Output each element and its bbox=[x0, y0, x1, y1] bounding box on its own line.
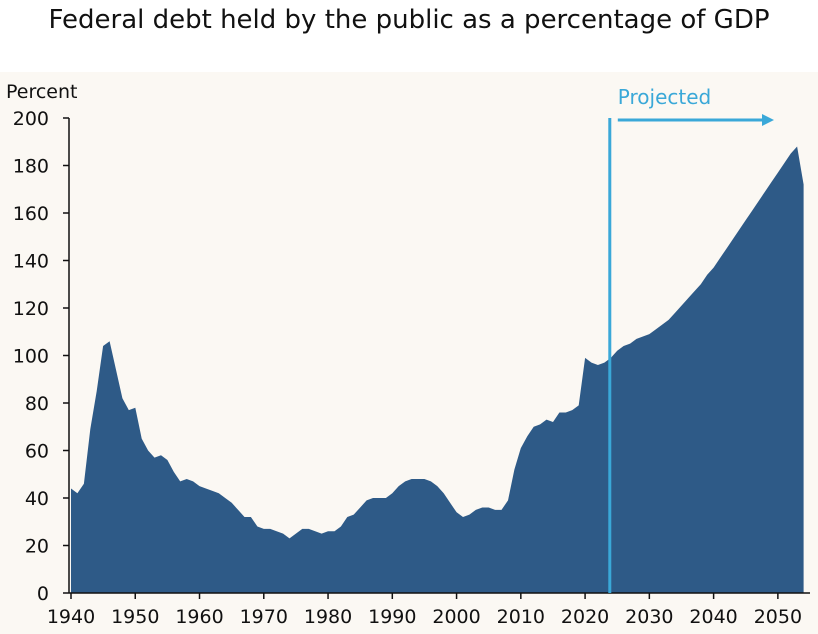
x-tick-label: 2000 bbox=[432, 606, 480, 628]
y-tick-label: 120 bbox=[13, 298, 49, 320]
x-tick-label: 1960 bbox=[175, 606, 223, 628]
y-tick-label: 140 bbox=[13, 251, 49, 273]
x-tick-label: 1950 bbox=[111, 606, 159, 628]
debt-area bbox=[71, 146, 804, 593]
x-tick-label: 1990 bbox=[368, 606, 416, 628]
x-tick-label: 2050 bbox=[754, 606, 802, 628]
x-tick-label: 1970 bbox=[240, 606, 288, 628]
y-tick-label: 100 bbox=[13, 346, 49, 368]
y-tick-label: 160 bbox=[13, 203, 49, 225]
y-axis-label: Percent bbox=[6, 81, 78, 103]
y-tick-label: 20 bbox=[25, 536, 49, 558]
x-tick-label: 1940 bbox=[47, 606, 95, 628]
x-tick-label: 2010 bbox=[497, 606, 545, 628]
x-tick-label: 2020 bbox=[561, 606, 609, 628]
y-tick-label: 180 bbox=[13, 156, 49, 178]
x-tick-label: 1980 bbox=[304, 606, 352, 628]
x-tick-label: 2040 bbox=[689, 606, 737, 628]
projected-arrow-head bbox=[762, 114, 774, 126]
y-tick-label: 80 bbox=[25, 393, 49, 415]
y-tick-label: 40 bbox=[25, 488, 49, 510]
projected-label: Projected bbox=[618, 85, 711, 109]
y-tick-label: 200 bbox=[13, 108, 49, 130]
y-tick-label: 0 bbox=[37, 583, 49, 605]
y-tick-label: 60 bbox=[25, 441, 49, 463]
chart-title: Federal debt held by the public as a per… bbox=[48, 5, 770, 35]
x-tick-label: 2030 bbox=[625, 606, 673, 628]
